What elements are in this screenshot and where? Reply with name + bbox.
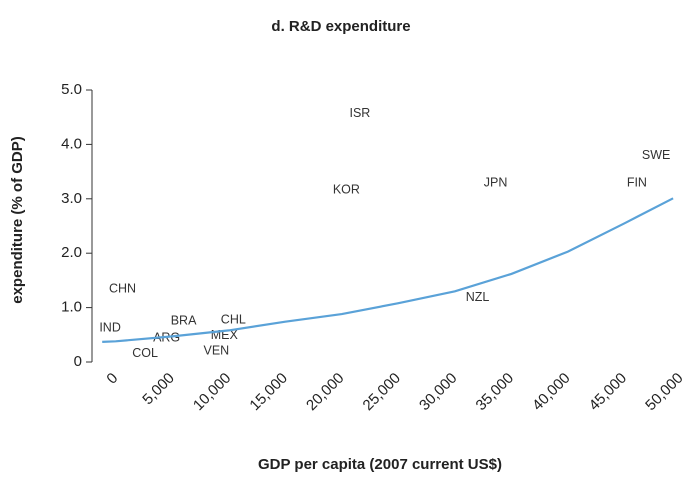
- x-tick-label: 5,000: [139, 370, 178, 409]
- x-tick-label: 45,000: [586, 370, 630, 414]
- x-axis-label: GDP per capita (2007 current US$): [258, 456, 502, 473]
- point-label: CHN: [109, 281, 136, 295]
- y-tick-label: 0: [74, 353, 82, 370]
- point-label: IND: [99, 321, 121, 335]
- point-label: KOR: [333, 182, 360, 196]
- fit-line: [102, 197, 674, 343]
- x-tick-label: 50,000: [642, 370, 683, 414]
- point-label: NZL: [466, 290, 490, 304]
- x-tick-label: 35,000: [473, 370, 517, 414]
- point-label: JPN: [484, 175, 508, 189]
- y-tick-label: 2.0: [61, 244, 82, 261]
- point-label: BRA: [171, 313, 197, 327]
- point-label: COL: [132, 346, 158, 360]
- point-label: SWE: [642, 148, 670, 162]
- x-tick-label: 0: [103, 370, 121, 388]
- x-tick-label: 10,000: [190, 370, 234, 414]
- x-tick-label: 25,000: [360, 370, 404, 414]
- x-tick-label: 40,000: [529, 370, 573, 414]
- x-tick-label: 15,000: [246, 370, 290, 414]
- point-label: FIN: [627, 175, 647, 189]
- point-label: ISR: [350, 106, 371, 120]
- x-tick-label: 20,000: [303, 370, 347, 414]
- y-tick-label: 1.0: [61, 299, 82, 316]
- point-label: VEN: [204, 343, 230, 357]
- point-label: CHL: [221, 312, 246, 326]
- chart-title: d. R&D expenditure: [271, 18, 410, 35]
- x-tick-label: 30,000: [416, 370, 460, 414]
- y-tick-label: 3.0: [61, 190, 82, 207]
- y-tick-label: 4.0: [61, 135, 82, 152]
- y-axis-label: expenditure (% of GDP): [9, 136, 26, 304]
- y-tick-label: 5.0: [61, 81, 82, 98]
